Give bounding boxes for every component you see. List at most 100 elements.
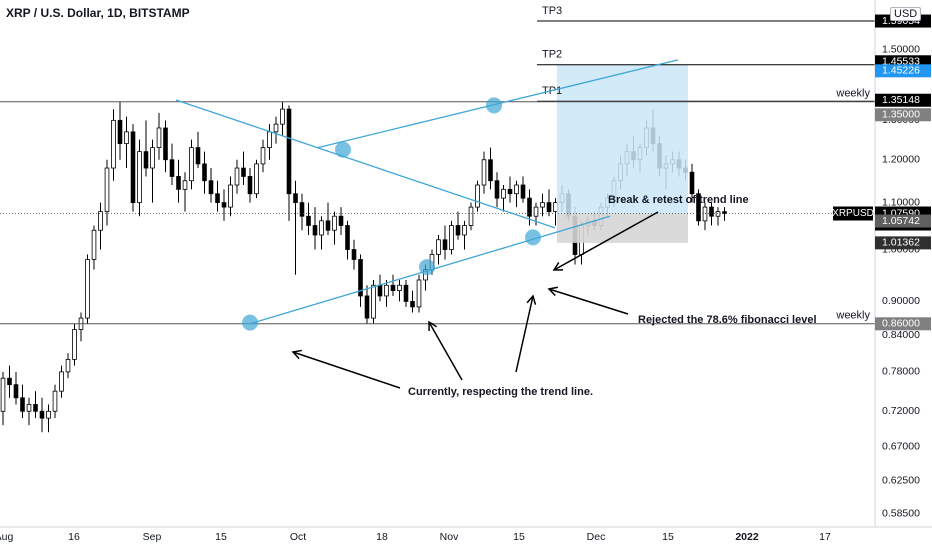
- candle-down: [527, 197, 532, 217]
- candle-up: [540, 202, 545, 208]
- candle-down: [13, 384, 19, 399]
- target-zone: [557, 64, 688, 214]
- trendline-price-label-bg: [875, 64, 931, 78]
- arrow-trend-3: [515, 295, 534, 373]
- annotation-break-retest: Break & retest of trend line: [608, 194, 749, 206]
- candle-up: [481, 159, 487, 186]
- candle-up: [436, 239, 441, 255]
- candle-down: [306, 215, 311, 226]
- candle-up: [260, 147, 266, 165]
- price-tick-label: 0.58500: [882, 507, 920, 519]
- candle-up: [273, 123, 279, 133]
- candle-up: [26, 404, 32, 412]
- candle-down: [455, 225, 461, 236]
- price-axis-background: [875, 0, 932, 550]
- candle-down: [130, 131, 136, 204]
- weekly-high-price-label-bg: [875, 108, 931, 122]
- candle-down: [709, 206, 714, 217]
- time-tick-label: Oct: [290, 531, 306, 543]
- time-tick-label: Dec: [587, 531, 606, 543]
- entry-price-label-bg: [875, 214, 931, 228]
- candle-up: [234, 167, 240, 186]
- candle-down: [195, 147, 201, 165]
- level-label-weekly: weekly: [835, 88, 870, 100]
- candle-down: [507, 188, 513, 195]
- candle-up: [462, 225, 467, 236]
- candle-up: [228, 184, 233, 208]
- candle-up: [267, 131, 272, 149]
- candle-down: [215, 193, 220, 204]
- candle-up: [280, 108, 285, 125]
- stop-price-label-bg: [875, 236, 931, 250]
- candle-down: [546, 202, 552, 213]
- candle-up: [98, 211, 103, 231]
- time-axis[interactable]: Aug 16 Sep 15 Oct 18 Nov 15 Dec 15 2022 17: [0, 526, 932, 550]
- price-tick-label: 0.78000: [882, 366, 920, 378]
- arrow-trend-2: [428, 321, 463, 381]
- candle-up: [533, 206, 539, 217]
- trendline-price-label: 1.45226: [882, 65, 920, 77]
- time-axis-background: [0, 527, 932, 550]
- time-tick-label: 15: [662, 531, 674, 543]
- time-tick-label: Aug: [0, 531, 13, 543]
- candle-up: [332, 215, 337, 231]
- candle-up: [416, 279, 422, 308]
- weekly-high-price-label: 1.35000: [882, 109, 920, 121]
- time-tick-label: 15: [513, 531, 525, 543]
- candle-down: [33, 404, 38, 412]
- candle-up: [52, 390, 58, 412]
- tp1-price-label-bg: [875, 93, 931, 107]
- candle-down: [176, 176, 181, 190]
- candle-down: [20, 397, 25, 412]
- candle-up: [553, 202, 558, 213]
- candle-up: [46, 410, 51, 419]
- candle-down: [208, 180, 214, 195]
- drawings-layer: TP3TP2TP1weeklyweeklyBreak & retest of t…: [0, 5, 875, 398]
- candle-up: [371, 284, 376, 319]
- candle-up: [468, 206, 474, 226]
- candle-down: [696, 193, 701, 222]
- candle-up: [59, 371, 64, 392]
- annotation-trendline: Currently, respecting the trend line.: [408, 386, 593, 398]
- candle-down: [403, 284, 409, 302]
- candle-down: [312, 225, 318, 236]
- candle-up: [384, 284, 389, 297]
- symbol-tag: XRPUSD: [832, 208, 874, 219]
- candle-up: [91, 229, 97, 260]
- candle-down: [117, 119, 123, 145]
- price-tick-label: 0.84000: [882, 329, 920, 341]
- entry-price-label: 1.05742: [882, 215, 920, 227]
- weekly-low-price-label: 0.86000: [882, 318, 920, 330]
- candle-down: [364, 295, 370, 319]
- time-tick-label: 17: [819, 531, 831, 543]
- candle-up: [449, 225, 454, 250]
- arrow-fib-rejection: [548, 288, 629, 315]
- symbol-tag-bg: [833, 206, 873, 221]
- arrow-trend-1: [292, 351, 401, 389]
- level-label-tp3: TP3: [542, 5, 562, 17]
- candle-down: [169, 159, 175, 177]
- candle-down: [722, 211, 727, 214]
- currency-button[interactable]: USD: [890, 7, 922, 21]
- candle-down: [7, 377, 12, 386]
- candle-up: [319, 220, 324, 236]
- price-axis[interactable]: 1.500001.300001.200001.100001.000000.900…: [832, 0, 932, 550]
- chart-title: XRP / U.S. Dollar, 1D, BITSTAMP: [6, 6, 190, 20]
- level-label-tp2: TP2: [542, 49, 562, 61]
- time-tick-label: Sep: [143, 531, 162, 543]
- candle-down: [351, 249, 357, 260]
- touch-point-4: [525, 229, 541, 246]
- touch-point-0: [242, 314, 258, 331]
- candle-down: [377, 284, 383, 297]
- arrow-trend-2-head: [428, 320, 438, 332]
- candle-up: [189, 147, 194, 182]
- candle-up: [0, 377, 6, 412]
- candle-down: [358, 259, 363, 297]
- stop-zone: [557, 213, 688, 243]
- candle-up: [702, 206, 708, 222]
- candle-up: [65, 358, 71, 373]
- candle-up: [104, 167, 110, 213]
- arrow-break-retest: [553, 211, 659, 271]
